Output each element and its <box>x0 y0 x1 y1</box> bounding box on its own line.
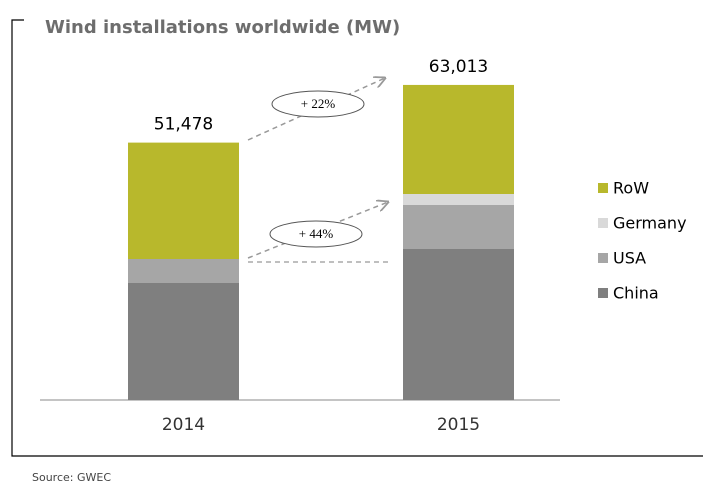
annotation-bubble <box>271 90 365 118</box>
legend-label: USA <box>613 249 646 268</box>
total-label: 63,013 <box>429 57 488 77</box>
legend-swatch <box>598 288 608 298</box>
bar-segment <box>403 249 514 400</box>
legend-label: China <box>613 284 659 303</box>
legend-label: RoW <box>613 179 649 198</box>
annotation-bubble <box>269 220 363 248</box>
chart-title: Wind installations worldwide (MW) <box>45 17 400 38</box>
frame <box>11 19 703 457</box>
legend-swatch <box>598 183 608 193</box>
bar-segment <box>128 283 239 400</box>
source: Source: GWEC <box>32 471 111 484</box>
legend-swatch <box>598 253 608 263</box>
annotation: + 44% <box>299 226 334 241</box>
total-label: 51,478 <box>154 115 213 135</box>
bar-segment <box>403 84 514 194</box>
bar-segment <box>403 194 514 205</box>
bar-segment <box>128 142 239 259</box>
x-tick-label: 2015 <box>437 415 480 435</box>
annotation: + 22% <box>301 96 336 111</box>
bar-segment <box>128 259 239 283</box>
legend-label: Germany <box>613 214 687 233</box>
legend-swatch <box>598 218 608 228</box>
bar-segment <box>403 205 514 249</box>
x-tick-label: 2014 <box>162 415 205 435</box>
